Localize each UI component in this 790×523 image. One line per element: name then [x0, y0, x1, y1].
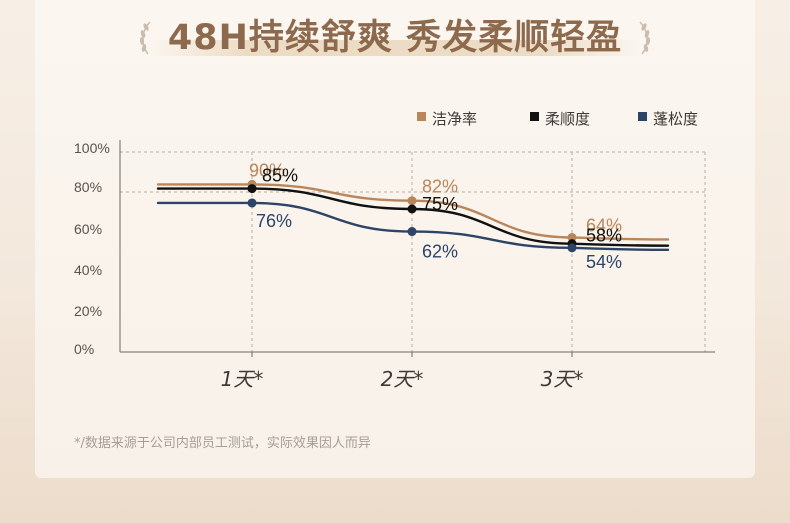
data-point [247, 184, 257, 194]
legend-swatch [638, 112, 647, 121]
legend-label: 柔顺度 [545, 110, 590, 128]
y-tick-label: 40% [74, 262, 102, 278]
data-label: 62% [422, 242, 458, 262]
laurel-left-icon [139, 21, 151, 55]
y-tick-label: 20% [74, 303, 102, 319]
data-label: 54% [586, 252, 622, 272]
data-point [567, 232, 577, 242]
y-tick-label: 60% [74, 221, 102, 237]
footnote: */数据来源于公司内部员工测试，实际效果因人而异 [74, 436, 371, 451]
title-bar: 48H持续舒爽 秀发柔顺轻盈 [0, 8, 790, 68]
title-highlight-band [150, 40, 640, 56]
data-label: 76% [256, 211, 292, 231]
data-point [407, 227, 417, 237]
page-title: 48H持续舒爽 秀发柔顺轻盈 [167, 18, 623, 58]
x-tick-label: 2天* [381, 367, 424, 391]
legend-label: 洁净率 [432, 110, 477, 128]
data-label: 90% [249, 160, 285, 180]
y-tick-label: 100% [74, 140, 110, 156]
legend-swatch [417, 112, 426, 121]
legend-swatch [530, 112, 539, 121]
data-point [567, 243, 577, 253]
data-label: 58% [586, 226, 622, 246]
data-label: 85% [262, 166, 298, 186]
data-label: 75% [422, 194, 458, 214]
data-point [407, 196, 417, 206]
data-label: 64% [586, 215, 622, 235]
data-point [407, 204, 417, 214]
x-tick-label: 3天* [541, 367, 584, 391]
y-tick-label: 80% [74, 179, 102, 195]
legend-label: 蓬松度 [653, 110, 698, 128]
data-label: 82% [422, 177, 458, 197]
y-tick-label: 0% [74, 341, 94, 357]
laurel-right-icon [639, 21, 651, 55]
x-tick-label: 1天* [221, 367, 264, 391]
data-point [247, 198, 257, 208]
